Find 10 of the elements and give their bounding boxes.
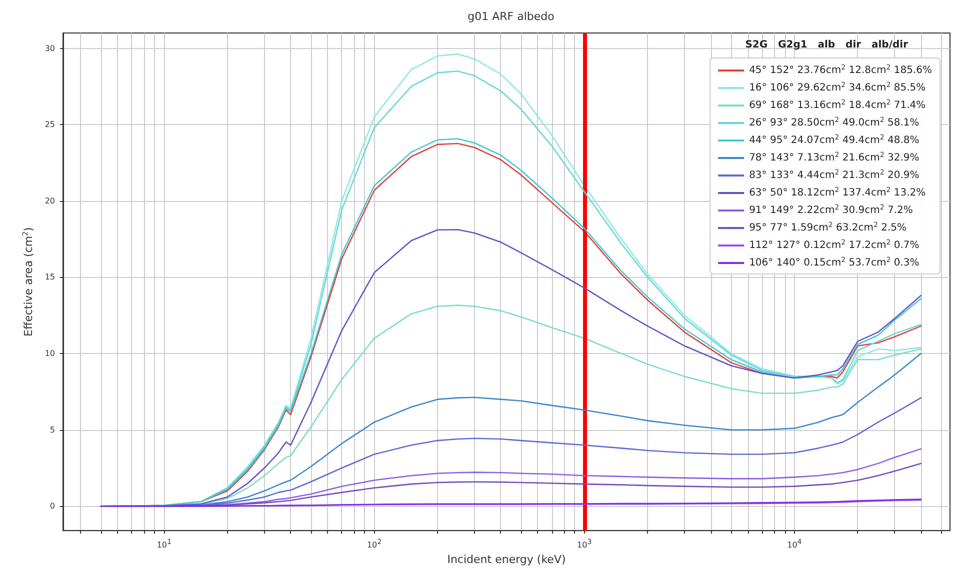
y-tick-label: 30 <box>44 44 55 53</box>
y-tick-label: 15 <box>44 272 55 282</box>
x-axis-title: Incident energy (keV) <box>447 553 566 566</box>
y-tick-label: 0 <box>50 502 55 511</box>
y-tick-label: 10 <box>44 349 55 358</box>
y-tick-label: 25 <box>44 120 55 130</box>
chart-title: g01 ARF albedo <box>468 10 555 23</box>
y-tick-label: 20 <box>44 196 55 206</box>
y-tick-label: 5 <box>50 425 55 434</box>
legend-title: S2G G2g1 alb dir alb/dir <box>745 40 908 50</box>
